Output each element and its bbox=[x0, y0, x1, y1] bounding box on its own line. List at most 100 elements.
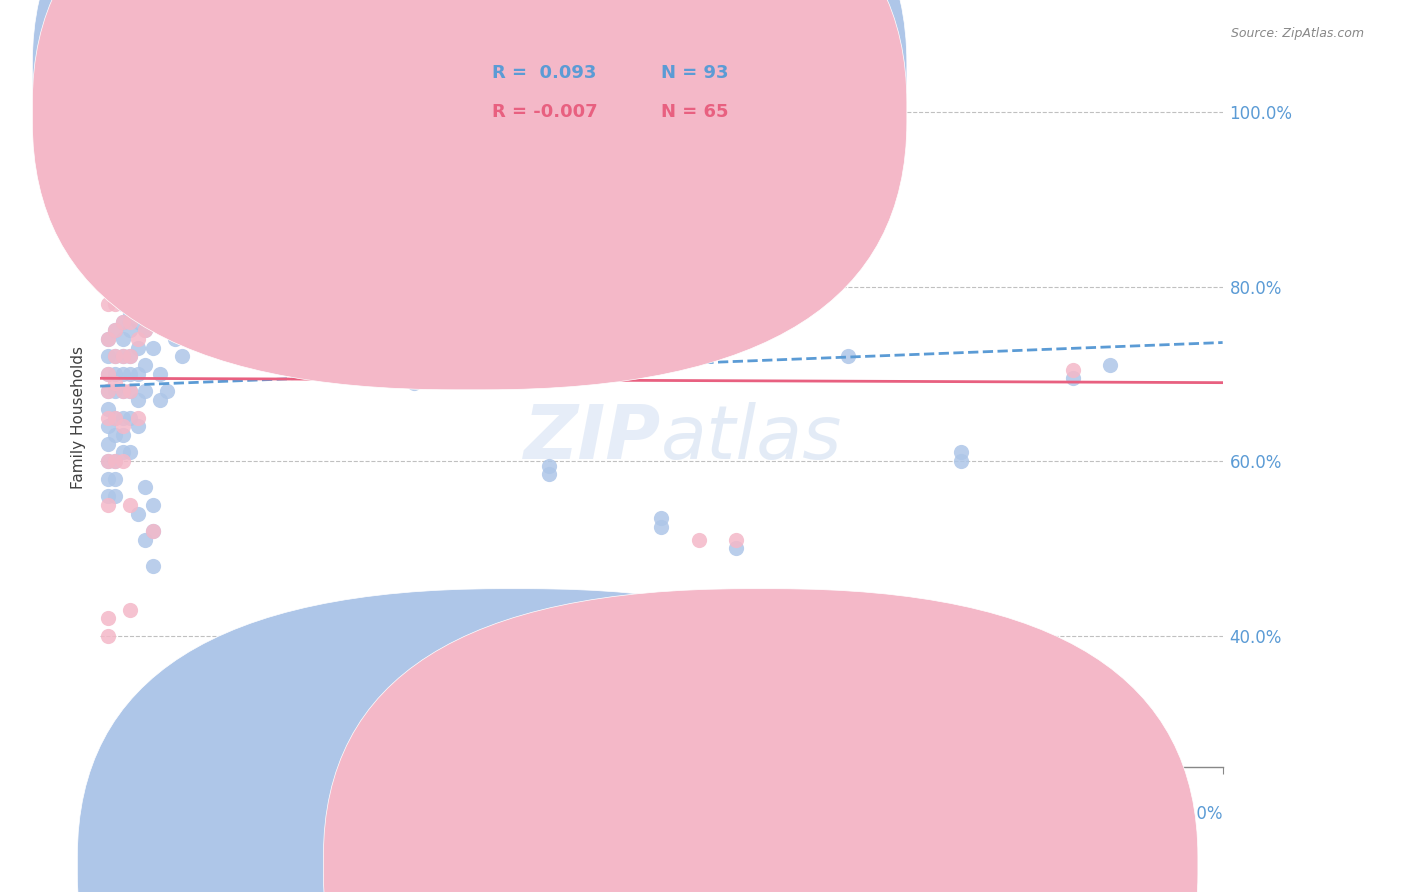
Point bbox=[104, 410, 127, 425]
Point bbox=[104, 262, 127, 277]
Point bbox=[97, 419, 120, 434]
Point bbox=[97, 454, 120, 468]
Point bbox=[127, 393, 149, 408]
Point bbox=[149, 393, 172, 408]
Point bbox=[97, 384, 120, 399]
Point bbox=[97, 401, 120, 416]
Point bbox=[97, 105, 120, 120]
Point bbox=[97, 436, 120, 450]
Point bbox=[104, 350, 127, 364]
Point bbox=[127, 367, 149, 381]
Point bbox=[104, 323, 127, 337]
Point bbox=[111, 166, 134, 180]
Point bbox=[104, 297, 127, 311]
Point bbox=[725, 533, 748, 547]
Point bbox=[1099, 358, 1122, 372]
Point bbox=[179, 288, 201, 302]
Point bbox=[179, 306, 201, 320]
Text: Immigrants from Belgium: Immigrants from Belgium bbox=[783, 858, 979, 872]
Point bbox=[127, 315, 149, 329]
Text: N = 93: N = 93 bbox=[661, 64, 728, 82]
Point bbox=[141, 235, 163, 250]
Point bbox=[538, 458, 561, 473]
Point bbox=[949, 454, 972, 468]
Point bbox=[163, 244, 186, 259]
Text: British West Indians: British West Indians bbox=[537, 858, 689, 872]
Point bbox=[837, 350, 859, 364]
Point bbox=[97, 489, 120, 503]
Point bbox=[127, 341, 149, 355]
Point bbox=[111, 384, 134, 399]
Point bbox=[97, 332, 120, 346]
Point bbox=[127, 262, 149, 277]
Point bbox=[134, 384, 156, 399]
Point bbox=[141, 524, 163, 538]
Point bbox=[97, 384, 120, 399]
Text: N = 65: N = 65 bbox=[661, 103, 728, 121]
Point bbox=[104, 428, 127, 442]
Point bbox=[134, 271, 156, 285]
Point bbox=[120, 350, 142, 364]
Point bbox=[127, 507, 149, 521]
Point bbox=[104, 410, 127, 425]
Point bbox=[111, 350, 134, 364]
Point bbox=[120, 315, 142, 329]
Point bbox=[127, 410, 149, 425]
Point bbox=[120, 279, 142, 293]
Point bbox=[97, 410, 120, 425]
Point bbox=[172, 350, 194, 364]
Point bbox=[120, 445, 142, 459]
Point bbox=[104, 350, 127, 364]
Point bbox=[134, 533, 156, 547]
Text: BRITISH WEST INDIAN VS IMMIGRANTS FROM BELGIUM FAMILY HOUSEHOLDS CORRELATION CHA: BRITISH WEST INDIAN VS IMMIGRANTS FROM B… bbox=[56, 27, 814, 42]
Text: Source: ZipAtlas.com: Source: ZipAtlas.com bbox=[1230, 27, 1364, 40]
Point bbox=[111, 315, 134, 329]
Point bbox=[111, 428, 134, 442]
Point bbox=[97, 350, 120, 364]
Point bbox=[111, 350, 134, 364]
Point bbox=[111, 454, 134, 468]
Point bbox=[97, 297, 120, 311]
Point bbox=[149, 262, 172, 277]
Point bbox=[120, 384, 142, 399]
Point bbox=[127, 288, 149, 302]
Point bbox=[163, 297, 186, 311]
Point bbox=[104, 210, 127, 224]
Point bbox=[111, 419, 134, 434]
Point bbox=[97, 472, 120, 486]
Point bbox=[111, 332, 134, 346]
Point bbox=[104, 384, 127, 399]
Point bbox=[104, 376, 127, 390]
Point bbox=[97, 262, 120, 277]
Point bbox=[97, 611, 120, 625]
Point bbox=[111, 288, 134, 302]
Y-axis label: Family Households: Family Households bbox=[72, 346, 86, 489]
Point bbox=[141, 306, 163, 320]
Point bbox=[120, 384, 142, 399]
Point bbox=[149, 367, 172, 381]
Point bbox=[501, 235, 523, 250]
Point bbox=[111, 201, 134, 215]
Point bbox=[725, 541, 748, 556]
Text: 15.0%: 15.0% bbox=[1170, 805, 1223, 823]
Point bbox=[120, 498, 142, 512]
Point bbox=[163, 332, 186, 346]
Point bbox=[650, 519, 672, 533]
Point bbox=[97, 454, 120, 468]
Point bbox=[97, 219, 120, 233]
Point bbox=[127, 219, 149, 233]
Point bbox=[172, 315, 194, 329]
Point bbox=[97, 498, 120, 512]
Text: ZIP: ZIP bbox=[524, 402, 661, 475]
Point bbox=[97, 629, 120, 643]
Point bbox=[120, 193, 142, 207]
Point bbox=[134, 323, 156, 337]
Point bbox=[97, 332, 120, 346]
Point bbox=[179, 262, 201, 277]
Point bbox=[688, 533, 710, 547]
Point bbox=[104, 454, 127, 468]
Point bbox=[120, 323, 142, 337]
Point bbox=[141, 524, 163, 538]
Point bbox=[127, 262, 149, 277]
Point bbox=[388, 350, 411, 364]
